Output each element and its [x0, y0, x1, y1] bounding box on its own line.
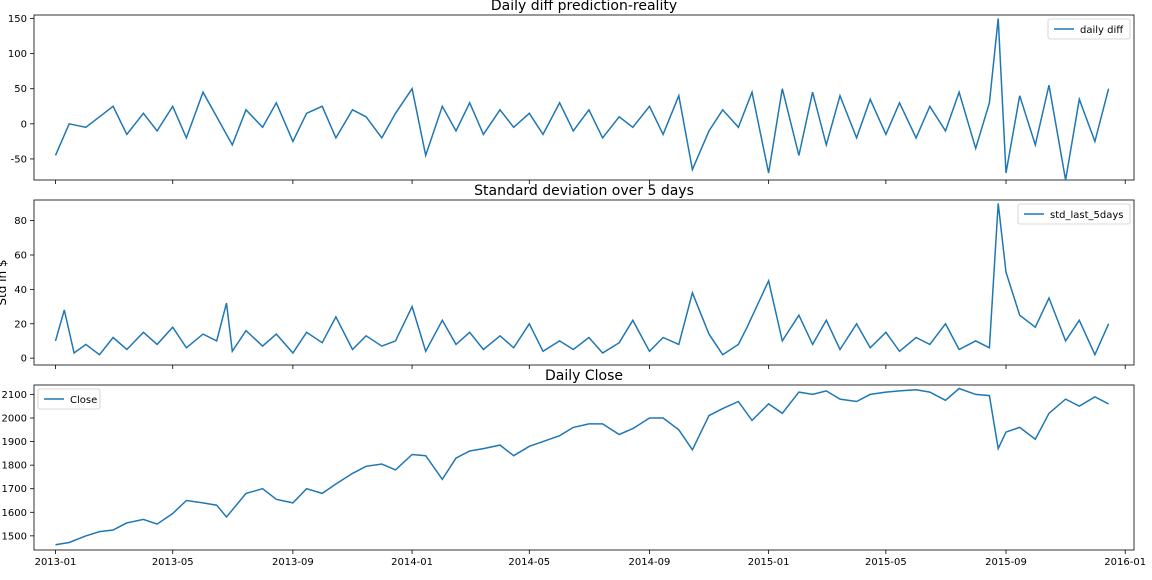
series-line-std-last-5days [54, 203, 1110, 357]
legend-daily-close: Close [37, 388, 101, 410]
y-tick-label: 0 [21, 354, 27, 365]
y-tick-label: -50 [11, 154, 27, 165]
legend-box [1047, 18, 1131, 40]
y-tick-label: 40 [14, 285, 27, 296]
y-tick-label: 1700 [2, 484, 27, 495]
legend-label: std_last_5days [1050, 210, 1123, 221]
x-tick-label: 2013-09 [272, 557, 314, 568]
legend-label: Close [70, 395, 97, 406]
panel-daily-diff: Daily diff prediction-reality -50 0 50 100 15… [8, 0, 1135, 184]
x-tick-label: 2015-01 [748, 557, 790, 568]
panel-std-last-5days: Standard deviation over 5 days Std in $ 0 2… [0, 183, 1135, 369]
x-tick-label: 2016-01 [1104, 557, 1146, 568]
chart-title-std-last-5days: Standard deviation over 5 days [474, 183, 694, 199]
x-tick-label: 2013-01 [35, 557, 77, 568]
y-tick-label: 150 [8, 14, 27, 25]
series-line-daily-diff [54, 18, 1110, 180]
y-tick-label: 100 [8, 49, 27, 60]
series-line-daily-close [55, 387, 1109, 546]
chart-title-daily-close: Daily Close [545, 368, 623, 384]
y-tick-label: 1900 [2, 437, 27, 448]
y-tick-label: 0 [21, 119, 27, 130]
x-tick-label: 2015-09 [985, 557, 1027, 568]
x-tick-label: 2014-01 [391, 557, 433, 568]
x-tick-label: 2015-05 [865, 557, 907, 568]
y-tick-label: 1600 [2, 508, 27, 519]
y-tick-label: 20 [14, 319, 27, 330]
legend-box [37, 388, 101, 410]
panel-daily-close: Daily Close 1500 1600 1700 1800 1900 2000 2100 2… [2, 368, 1147, 568]
legend-label: daily diff [1080, 25, 1124, 36]
y-tick-label: 60 [14, 251, 27, 262]
plot-frame-daily-diff [33, 14, 1135, 181]
plot-frame-std-last-5days [33, 199, 1135, 366]
y-axis-label-std-last-5days: Std in $ [0, 259, 9, 305]
x-tick-label: 2014-05 [508, 557, 550, 568]
y-tick-label: 2100 [2, 390, 27, 401]
x-tick-label: 2013-05 [152, 557, 194, 568]
legend-box [1017, 203, 1131, 225]
y-tick-label: 1500 [2, 531, 27, 542]
y-tick-label: 80 [14, 216, 27, 227]
chart-title-daily-diff: Daily diff prediction-reality [491, 0, 677, 14]
x-tick-label: 2014-09 [629, 557, 671, 568]
y-tick-label: 50 [14, 84, 27, 95]
y-tick-label: 1800 [2, 461, 27, 472]
legend-std-last-5days: std_last_5days [1017, 203, 1131, 225]
legend-daily-diff: daily diff [1047, 18, 1131, 40]
y-tick-label: 2000 [2, 414, 27, 425]
plot-frame-daily-close [33, 384, 1135, 551]
